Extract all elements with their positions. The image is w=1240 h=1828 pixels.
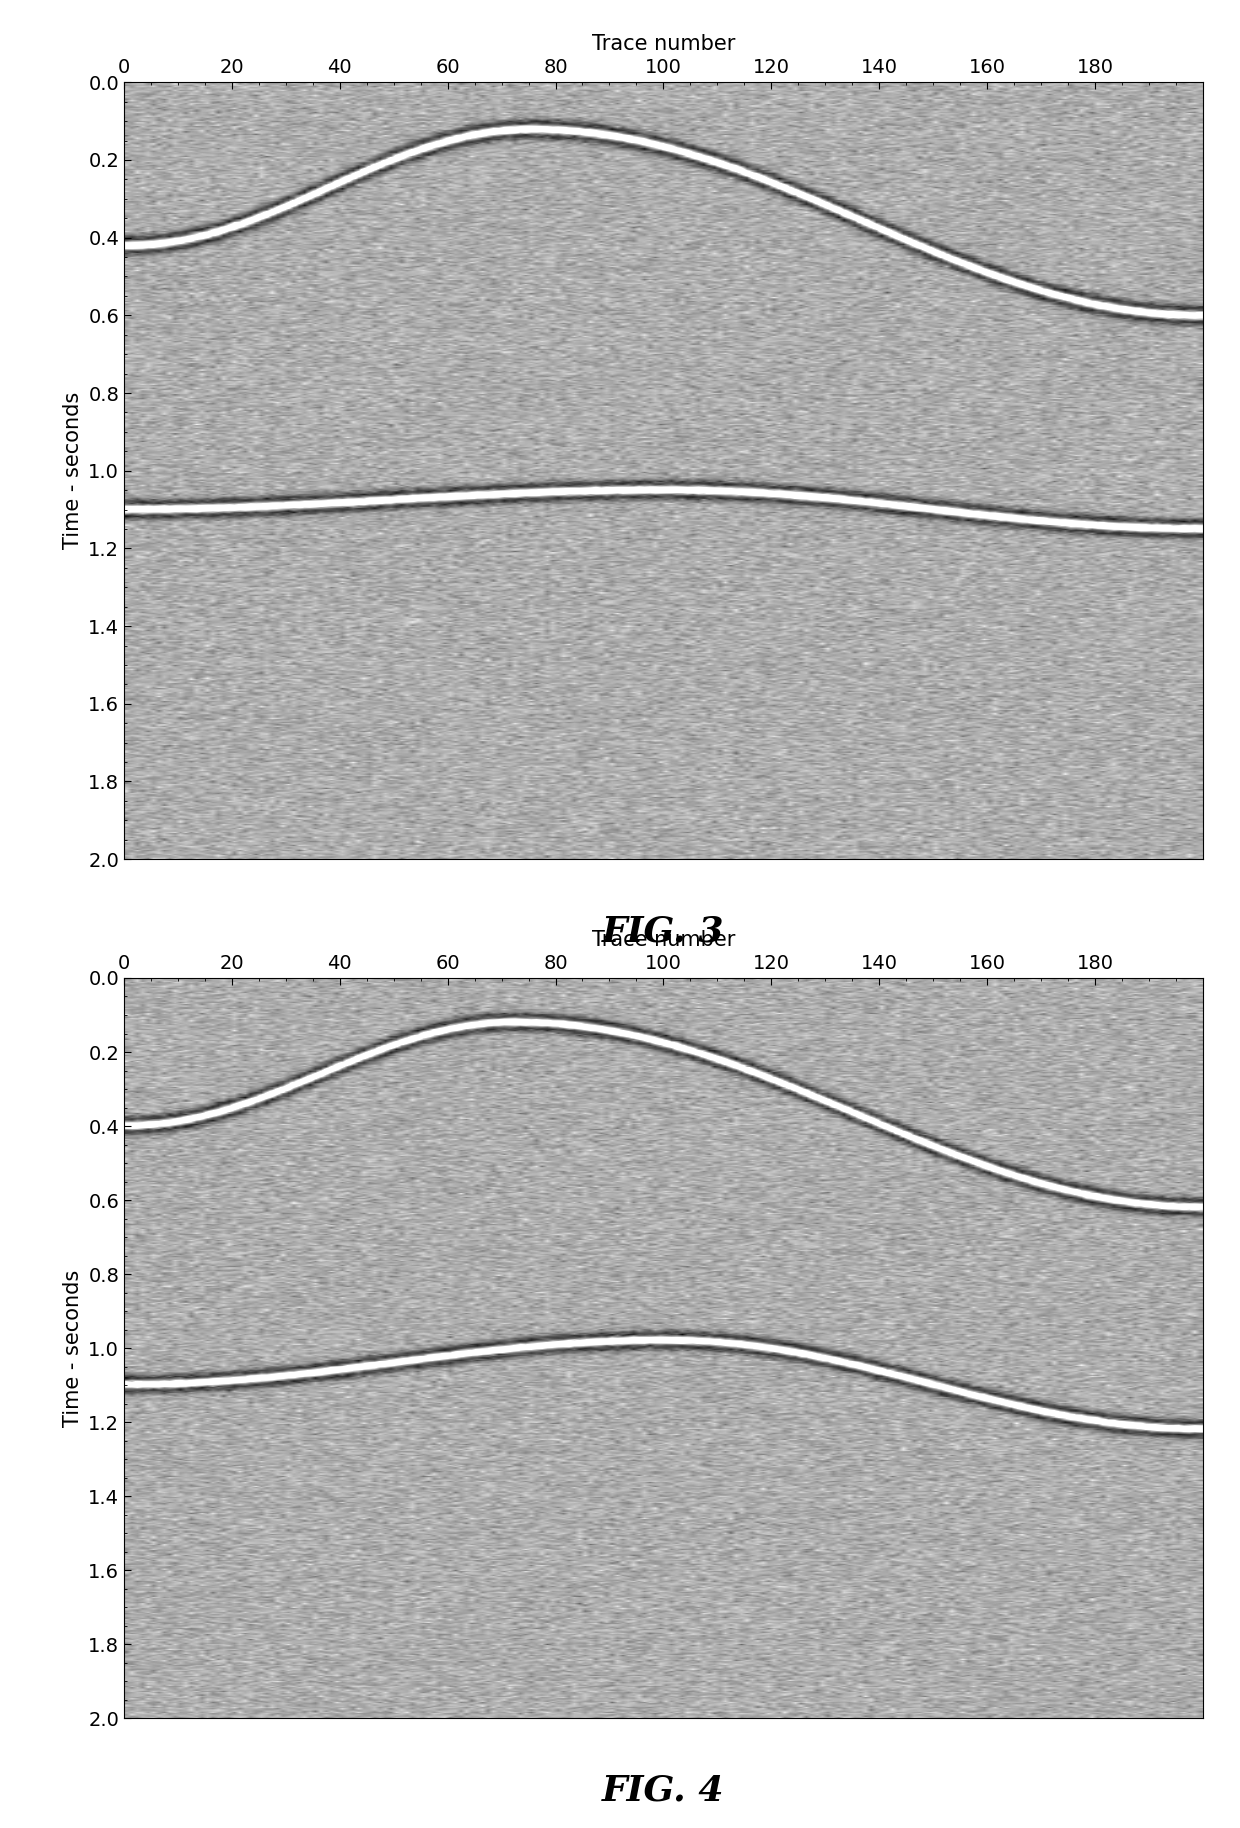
Y-axis label: Time - seconds: Time - seconds [62, 391, 83, 550]
X-axis label: Trace number: Trace number [591, 930, 735, 951]
X-axis label: Trace number: Trace number [591, 35, 735, 55]
Text: FIG. 4: FIG. 4 [603, 1773, 724, 1808]
Text: FIG. 3: FIG. 3 [603, 914, 724, 949]
Y-axis label: Time - seconds: Time - seconds [62, 1269, 83, 1428]
